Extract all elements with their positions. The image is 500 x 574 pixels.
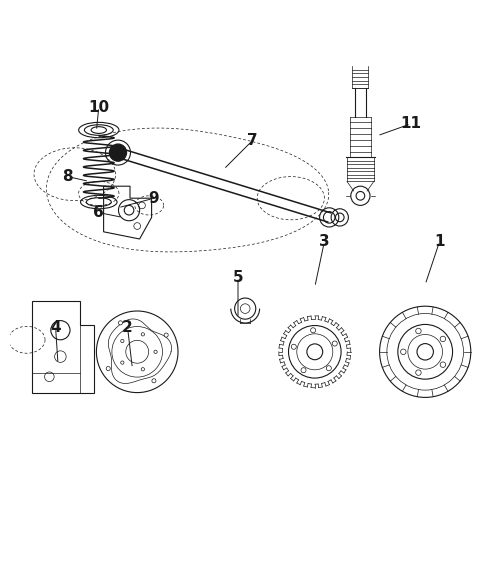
Circle shape (141, 367, 144, 371)
Circle shape (440, 336, 446, 342)
Text: 9: 9 (148, 191, 160, 205)
Circle shape (110, 144, 126, 161)
Circle shape (400, 349, 406, 355)
Text: 11: 11 (400, 117, 421, 131)
Text: 1: 1 (434, 234, 445, 249)
Text: 4: 4 (50, 320, 61, 335)
Text: 8: 8 (62, 169, 73, 184)
Circle shape (332, 341, 338, 346)
Text: 6: 6 (94, 205, 104, 220)
Text: 10: 10 (88, 99, 110, 114)
Circle shape (118, 321, 122, 325)
Circle shape (120, 339, 124, 343)
Circle shape (154, 350, 157, 354)
Circle shape (416, 328, 421, 333)
Circle shape (416, 370, 421, 375)
Circle shape (141, 333, 144, 336)
Text: 5: 5 (232, 270, 243, 285)
Circle shape (301, 368, 306, 373)
Circle shape (310, 328, 316, 333)
Circle shape (292, 344, 296, 349)
Circle shape (326, 366, 332, 371)
Text: 3: 3 (319, 234, 330, 249)
Text: 2: 2 (122, 320, 133, 335)
Circle shape (106, 366, 110, 371)
Circle shape (152, 379, 156, 383)
Text: 7: 7 (247, 133, 258, 148)
Circle shape (120, 361, 124, 364)
Circle shape (440, 362, 446, 367)
Circle shape (164, 333, 168, 337)
